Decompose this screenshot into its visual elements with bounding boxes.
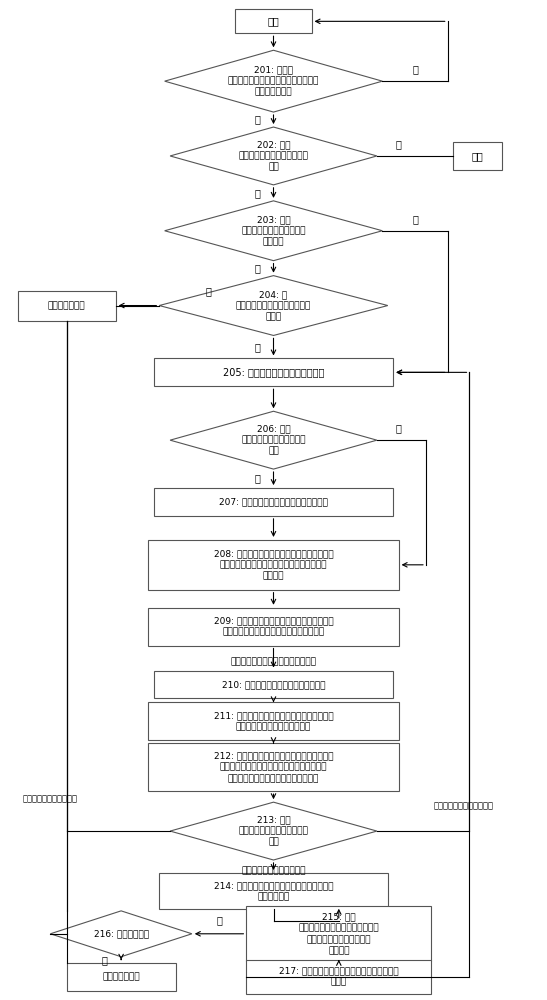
Text: 如设备认证结果为配对信息: 如设备认证结果为配对信息 xyxy=(241,866,306,875)
Text: 是: 是 xyxy=(412,214,418,224)
Text: 如设备认证结果为认证成功: 如设备认证结果为认证成功 xyxy=(434,802,494,811)
Text: 否: 否 xyxy=(205,287,211,297)
Bar xyxy=(154,488,393,516)
Bar xyxy=(154,358,393,386)
Polygon shape xyxy=(170,411,377,469)
Text: 是: 是 xyxy=(102,955,108,965)
Text: 209: 获取移动设备的附加信息，将获取到的附
加信息与第一设备信息发送给目标蓝牙设备: 209: 获取移动设备的附加信息，将获取到的附 加信息与第一设备信息发送给目标蓝… xyxy=(214,617,333,637)
Bar xyxy=(148,540,399,590)
Text: 212: 使用协商的会话密钥对生成的第一设备认
证信息加密得到第一设备认证信息密文，发送
第一设备认证信息密文给目标蓝牙设备: 212: 使用协商的会话密钥对生成的第一设备认 证信息加密得到第一设备认证信息密… xyxy=(214,752,333,783)
Text: 207: 生成设备标识符并保存至移动设备中: 207: 生成设备标识符并保存至移动设备中 xyxy=(219,497,328,506)
Text: 是: 是 xyxy=(254,115,260,125)
Polygon shape xyxy=(170,127,377,185)
Bar xyxy=(159,873,388,909)
Bar xyxy=(18,291,115,321)
Text: 217: 配对成功，与目标蓝牙设备进行数据通讯
，结束: 217: 配对成功，与目标蓝牙设备进行数据通讯 ，结束 xyxy=(279,967,399,987)
Text: 210: 获取目标蓝牙设备的第二设备信息: 210: 获取目标蓝牙设备的第二设备信息 xyxy=(222,680,325,689)
Text: 否: 否 xyxy=(395,139,401,149)
Text: 是: 是 xyxy=(254,342,260,352)
Text: 201: 扫描移
动设备周围的蓝牙设备，判断是否扫描
到目标蓝牙设备: 201: 扫描移 动设备周围的蓝牙设备，判断是否扫描 到目标蓝牙设备 xyxy=(228,66,319,97)
Text: 开始: 开始 xyxy=(267,16,280,26)
Polygon shape xyxy=(165,201,382,261)
Text: 214: 通过移动设备显示目标蓝牙设备返回的配
对信息给用户: 214: 通过移动设备显示目标蓝牙设备返回的配 对信息给用户 xyxy=(214,881,333,901)
Bar xyxy=(148,608,399,646)
Bar xyxy=(148,743,399,791)
Text: 否: 否 xyxy=(412,64,418,74)
Text: 205: 与目标蓝牙设备协商会话密钥: 205: 与目标蓝牙设备协商会话密钥 xyxy=(223,367,324,377)
Text: 否: 否 xyxy=(254,263,260,273)
Text: 当接收到目标蓝牙设备返回的响应时: 当接收到目标蓝牙设备返回的响应时 xyxy=(230,657,317,666)
Bar xyxy=(246,960,432,994)
Text: 是: 是 xyxy=(254,188,260,198)
Bar xyxy=(148,702,399,740)
Polygon shape xyxy=(165,50,382,112)
Text: 否: 否 xyxy=(216,915,222,925)
Text: 是: 是 xyxy=(395,423,401,433)
Text: 202: 连接
目标蓝牙设备，判断是否连接
成功: 202: 连接 目标蓝牙设备，判断是否连接 成功 xyxy=(238,140,309,172)
Text: 断开连接，结束: 断开连接，结束 xyxy=(102,972,140,981)
Polygon shape xyxy=(159,276,388,335)
Text: 211: 根据获取到的第二设备信息和保存的第一
设备信息生成第一设备认证信息: 211: 根据获取到的第二设备信息和保存的第一 设备信息生成第一设备认证信息 xyxy=(214,711,333,731)
Bar xyxy=(235,9,312,33)
Text: 208: 从移动设备中获取设备标识符，将其转换
为第一预设格式后作为移动设备的第一设备信
息并保存: 208: 从移动设备中获取设备标识符，将其转换 为第一预设格式后作为移动设备的第… xyxy=(214,549,333,580)
Bar xyxy=(154,671,393,698)
Text: 结束: 结束 xyxy=(472,151,484,161)
Text: 216: 判断是否超时: 216: 判断是否超时 xyxy=(94,929,149,938)
Bar xyxy=(67,963,176,991)
Text: 断开连接，结束: 断开连接，结束 xyxy=(48,301,85,310)
Polygon shape xyxy=(170,802,377,860)
Text: 204: 与
目标蓝牙设备绑定，判断是否绑
定成功: 204: 与 目标蓝牙设备绑定，判断是否绑 定成功 xyxy=(236,290,311,321)
Bar xyxy=(246,906,432,961)
Text: 如设备认证结果为错误码: 如设备认证结果为错误码 xyxy=(23,795,78,804)
Polygon shape xyxy=(50,911,192,957)
Text: 215: 获取
目标蓝牙设备的按键状态信息，判
断是否获取确认键被按下的
状态信息: 215: 获取 目标蓝牙设备的按键状态信息，判 断是否获取确认键被按下的 状态信… xyxy=(299,913,379,955)
Bar xyxy=(453,142,502,170)
Text: 203: 判断
移动设备与目标蓝牙设备是
否已绑定: 203: 判断 移动设备与目标蓝牙设备是 否已绑定 xyxy=(241,215,306,246)
Text: 213: 接收
目标蓝牙设备返回的设备认证
结果: 213: 接收 目标蓝牙设备返回的设备认证 结果 xyxy=(238,815,309,847)
Text: 否: 否 xyxy=(254,474,260,484)
Text: 206: 判断
移动设备中是否含有设备标
识符: 206: 判断 移动设备中是否含有设备标 识符 xyxy=(241,425,306,456)
